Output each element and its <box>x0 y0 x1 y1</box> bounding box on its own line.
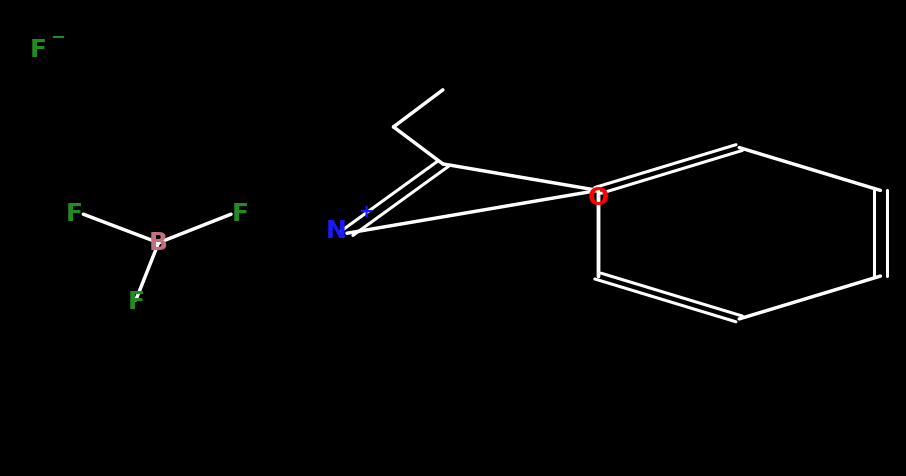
Text: F: F <box>66 202 82 226</box>
Text: N: N <box>325 219 347 243</box>
Text: F: F <box>30 38 46 62</box>
Text: O: O <box>587 186 609 209</box>
Text: +: + <box>358 203 372 221</box>
Text: F: F <box>128 290 144 314</box>
Text: B: B <box>149 231 168 255</box>
Text: F: F <box>232 202 248 226</box>
Text: −: − <box>51 29 65 47</box>
